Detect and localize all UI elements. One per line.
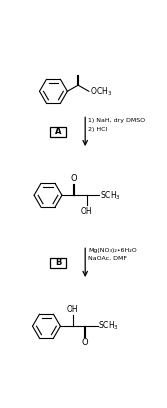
Text: O: O (70, 174, 77, 183)
Bar (50, 127, 66, 137)
Text: OCH$_3$: OCH$_3$ (90, 85, 112, 98)
Text: O: O (81, 339, 88, 348)
Bar (50, 257, 66, 268)
Text: Mg(NO₃)₂•6H₂O: Mg(NO₃)₂•6H₂O (88, 248, 137, 253)
Text: SCH$_3$: SCH$_3$ (100, 189, 121, 202)
Text: 2) HCl: 2) HCl (88, 127, 108, 132)
Text: SCH$_3$: SCH$_3$ (98, 320, 119, 333)
Text: OH: OH (81, 207, 93, 216)
Text: NaOAc, DMF: NaOAc, DMF (88, 256, 127, 261)
Text: A: A (55, 127, 61, 136)
Text: OH: OH (67, 305, 79, 314)
Text: 1) NaH, dry DMSO: 1) NaH, dry DMSO (88, 118, 145, 123)
Text: B: B (55, 258, 61, 267)
